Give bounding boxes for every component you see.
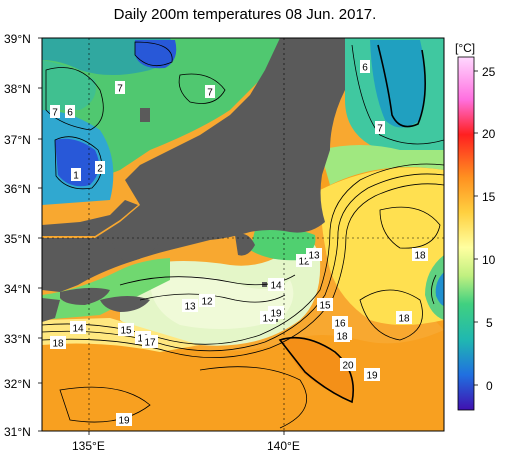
colorbar: [°C] 25 20 15 10 5 0 xyxy=(455,41,496,411)
isotherm-label: 14 xyxy=(70,321,86,335)
isotherm-label-text: 12 xyxy=(298,257,310,268)
isotherm-label-text: 18 xyxy=(336,332,348,343)
graticule xyxy=(42,38,444,431)
isotherm-label: 17 xyxy=(142,335,158,349)
map-title: Daily 200m temperatures 08 Jun. 2017. xyxy=(113,6,377,23)
isotherm-label-text: 7 xyxy=(117,84,123,95)
isotherm-label: 7 xyxy=(115,81,125,95)
isotherm-label-text: 20 xyxy=(342,361,354,372)
lat-label: 37°N xyxy=(4,133,31,147)
isotherm-label: 6 xyxy=(65,105,75,119)
colorbar-tick: 25 xyxy=(482,65,496,79)
isotherm-label-text: 12 xyxy=(201,297,213,308)
isotherm-label: 13 xyxy=(306,248,322,262)
lat-label: 39°N xyxy=(4,32,31,46)
contour-labels: 6776712712131413121514151616171819181617… xyxy=(50,60,428,427)
land-mass xyxy=(42,38,345,322)
colorbar-unit: [°C] xyxy=(455,41,475,55)
latitude-labels: 39°N 38°N 37°N 36°N 35°N 34°N 33°N 32°N … xyxy=(4,32,31,439)
isotherm-label: 7 xyxy=(205,85,215,99)
isotherm-label-text: 18 xyxy=(52,339,64,350)
isotherm-label-text: 19 xyxy=(118,416,130,427)
isotherm-label-text: 7 xyxy=(207,88,213,99)
isotherm-label: 13 xyxy=(182,299,198,313)
colorbar-tick: 15 xyxy=(482,190,496,204)
colorbar-tick: 5 xyxy=(486,316,493,330)
isotherm-label-text: 6 xyxy=(67,108,73,119)
lat-label: 31°N xyxy=(4,425,31,439)
isotherm-label: 19 xyxy=(116,413,132,427)
isotherm-label-text: 18 xyxy=(398,314,410,325)
isotherm-label-text: 7 xyxy=(52,108,58,119)
lon-label: 135°E xyxy=(72,439,105,453)
isotherm-label: 12 xyxy=(199,294,215,308)
isotherm-label-text: 7 xyxy=(377,124,383,135)
isotherm-label: 18 xyxy=(50,336,66,350)
colorbar-tick: 10 xyxy=(482,253,496,267)
lat-label: 35°N xyxy=(4,232,31,246)
isotherm-label: 16 xyxy=(332,316,348,330)
colorbar-scale xyxy=(457,56,475,411)
isotherm-label: 18 xyxy=(412,248,428,262)
map-frame xyxy=(41,37,445,432)
isotherm-label: 15 xyxy=(118,323,134,337)
isotherm-label-text: 15 xyxy=(319,301,331,312)
isotherm-label-text: 19 xyxy=(366,371,378,382)
isotherm-label: 2 xyxy=(95,161,105,175)
isotherm-label: 18 xyxy=(396,311,412,325)
isotherm-label-text: 13 xyxy=(184,302,196,313)
isotherm-label-text: 19 xyxy=(270,309,282,320)
lat-label: 34°N xyxy=(4,282,31,296)
isotherm-label-text: 17 xyxy=(144,338,156,349)
isotherm-label-text: 13 xyxy=(308,251,320,262)
isotherm-label: 1 xyxy=(71,168,81,182)
lat-label: 32°N xyxy=(4,377,31,391)
isotherm-label: 6 xyxy=(360,60,370,74)
isotherm-label-text: 14 xyxy=(72,324,84,335)
isotherm-label: 14 xyxy=(268,278,284,292)
isotherm-label: 18 xyxy=(334,329,350,343)
lat-label: 38°N xyxy=(4,82,31,96)
longitude-labels: 135°E 140°E xyxy=(72,439,300,453)
colorbar-tick: 20 xyxy=(482,127,496,141)
isotherm-label-text: 1 xyxy=(73,171,79,182)
isotherm-label-text: 6 xyxy=(362,63,368,74)
isotherm-label-text: 16 xyxy=(334,319,346,330)
isotherm-label-text: 14 xyxy=(270,281,282,292)
isotherm-label: 20 xyxy=(340,358,356,372)
lat-label: 33°N xyxy=(4,332,31,346)
colorbar-tick: 0 xyxy=(486,379,493,393)
isotherm-label: 7 xyxy=(375,121,385,135)
lon-label: 140°E xyxy=(267,439,300,453)
isotherm-label-text: 2 xyxy=(97,164,103,175)
lat-label: 36°N xyxy=(4,182,31,196)
isotherm-label: 15 xyxy=(317,298,333,312)
isotherm-label: 19 xyxy=(364,368,380,382)
isotherm-label-text: 18 xyxy=(414,251,426,262)
isotherm-label: 7 xyxy=(50,105,60,119)
isotherm-label: 19 xyxy=(268,306,284,320)
axis-ticks xyxy=(38,37,285,435)
isotherm-label-text: 15 xyxy=(120,326,132,337)
